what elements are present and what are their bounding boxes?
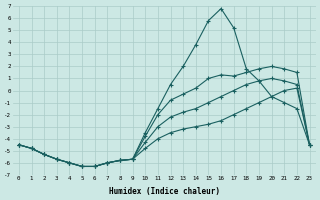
- X-axis label: Humidex (Indice chaleur): Humidex (Indice chaleur): [109, 187, 220, 196]
